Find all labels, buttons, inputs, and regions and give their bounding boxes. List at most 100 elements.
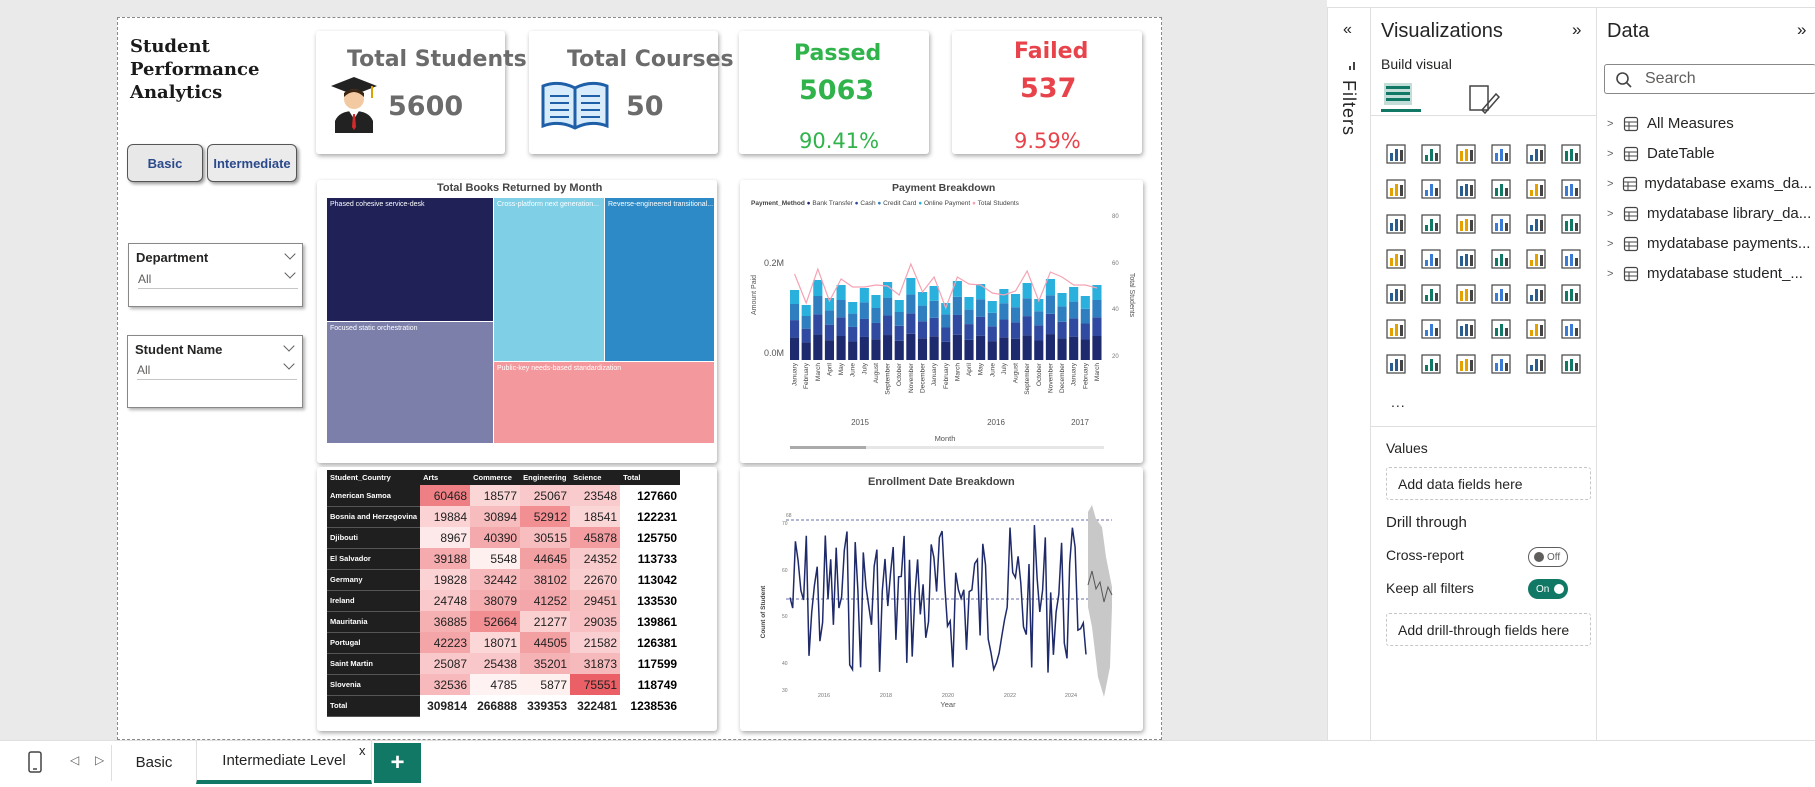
bar-segment[interactable] — [813, 280, 823, 296]
enrollment-chart[interactable]: Count of Student 70 60 50 40 30 68 2016 … — [740, 467, 1143, 731]
bar-segment[interactable] — [941, 314, 951, 328]
bar-segment[interactable] — [906, 278, 916, 295]
bar-segment[interactable] — [952, 296, 962, 315]
department-slicer[interactable]: Department All — [128, 243, 303, 307]
chevron-right-icon[interactable]: > — [1607, 117, 1614, 130]
visual-type-icon[interactable] — [1418, 211, 1444, 237]
bar-segment[interactable] — [941, 341, 951, 360]
bar-segment[interactable] — [894, 300, 904, 312]
next-page-icon[interactable]: ▷ — [95, 753, 105, 767]
bar-segment[interactable] — [883, 297, 893, 316]
visual-type-icon[interactable] — [1488, 141, 1514, 167]
bar-segment[interactable] — [801, 305, 811, 316]
bar-segment[interactable] — [1034, 325, 1044, 341]
bar-segment[interactable] — [1034, 299, 1044, 312]
format-visual-tab[interactable] — [1468, 84, 1501, 119]
bar-segment[interactable] — [941, 327, 951, 342]
visual-type-icon[interactable] — [1558, 246, 1584, 272]
bar-segment[interactable] — [813, 334, 823, 360]
bar-segment[interactable] — [871, 339, 881, 360]
bar-segment[interactable] — [883, 282, 893, 298]
collapse-left-icon[interactable]: « — [1343, 21, 1352, 38]
visual-type-icon[interactable] — [1523, 141, 1549, 167]
matrix-header[interactable]: Commerce — [470, 470, 521, 485]
bar-segment[interactable] — [1034, 340, 1044, 360]
more-visuals-icon[interactable]: ... — [1391, 394, 1406, 410]
bar-segment[interactable] — [952, 314, 962, 335]
visual-type-icon[interactable] — [1488, 211, 1514, 237]
bar-segment[interactable] — [987, 341, 997, 360]
visual-type-icon[interactable] — [1383, 211, 1409, 237]
data-table-item[interactable]: > mydatabase exams_da... — [1607, 175, 1812, 192]
visual-type-icon[interactable] — [1383, 141, 1409, 167]
treemap-tile[interactable]: Cross-platform next generation... — [494, 198, 604, 361]
bar-segment[interactable] — [894, 340, 904, 360]
student-name-slicer-value[interactable]: All — [137, 363, 151, 377]
drill-through-drop-zone[interactable]: Add drill-through fields here — [1386, 613, 1591, 646]
bar-segment[interactable] — [824, 324, 835, 341]
bar-segment[interactable] — [801, 342, 811, 360]
bar-segment[interactable] — [917, 321, 928, 339]
table-row[interactable]: Slovenia 32536 4785 5877 75551 118749 — [327, 674, 680, 696]
visual-type-icon[interactable] — [1523, 246, 1549, 272]
chevron-down-icon[interactable] — [283, 358, 295, 370]
visual-type-icon[interactable] — [1488, 281, 1514, 307]
bar-segment[interactable] — [836, 317, 846, 336]
keep-filters-toggle[interactable]: On — [1528, 579, 1568, 599]
bar-segment[interactable] — [1069, 287, 1079, 302]
treemap-tile[interactable]: Reverse-engineered transitional... — [605, 198, 714, 361]
visual-type-icon[interactable] — [1383, 351, 1409, 377]
bar-segment[interactable] — [976, 299, 986, 317]
bar-segment[interactable] — [790, 304, 800, 321]
visual-type-icon[interactable] — [1558, 176, 1584, 202]
visual-type-icon[interactable] — [1453, 316, 1479, 342]
search-box[interactable]: Search — [1604, 64, 1815, 94]
bar-segment[interactable] — [1022, 316, 1032, 336]
table-row[interactable]: Germany 19828 32442 38102 22670 113042 — [327, 569, 680, 591]
bar-segment[interactable] — [987, 301, 997, 313]
visual-type-icon[interactable] — [1453, 281, 1479, 307]
bar-segment[interactable] — [813, 314, 823, 335]
table-row[interactable]: El Salvador 39188 5548 44645 24352 113733 — [327, 548, 680, 570]
bar-segment[interactable] — [1092, 336, 1102, 360]
visual-type-icon[interactable] — [1488, 176, 1514, 202]
bar-segment[interactable] — [952, 334, 962, 360]
bar-segment[interactable] — [1092, 300, 1102, 318]
bar-segment[interactable] — [848, 302, 858, 314]
department-slicer-value[interactable]: All — [138, 272, 152, 286]
bar-segment[interactable] — [999, 337, 1009, 360]
table-row[interactable]: Bosnia and Herzegovina 19884 30894 52912 185… — [327, 506, 680, 528]
values-drop-zone[interactable]: Add data fields here — [1386, 467, 1591, 500]
bar-segment[interactable] — [1069, 318, 1079, 337]
bar-segment[interactable] — [917, 292, 928, 306]
bar-segment[interactable] — [801, 328, 811, 343]
bar-segment[interactable] — [859, 288, 869, 303]
table-row[interactable]: Djibouti 8967 40390 30515 45878 125750 — [327, 527, 680, 549]
visual-type-icon[interactable] — [1558, 211, 1584, 237]
visual-type-icon[interactable] — [1558, 316, 1584, 342]
bar-segment[interactable] — [813, 296, 823, 315]
bar-segment[interactable] — [987, 326, 997, 342]
matrix-header[interactable]: Student_Country — [327, 470, 421, 485]
bar-segment[interactable] — [929, 317, 939, 337]
visual-type-icon[interactable] — [1383, 246, 1409, 272]
data-table-item[interactable]: > All Measures — [1607, 115, 1812, 132]
bar-segment[interactable] — [883, 335, 893, 360]
bar-segment[interactable] — [824, 298, 835, 311]
student-name-slicer[interactable]: Student Name All — [127, 335, 303, 408]
matrix-header[interactable]: Total — [620, 470, 681, 485]
visual-type-icon[interactable] — [1453, 141, 1479, 167]
bar-segment[interactable] — [836, 300, 846, 318]
bar-segment[interactable] — [917, 338, 928, 360]
chevron-right-icon[interactable]: > — [1607, 237, 1614, 250]
prev-page-icon[interactable]: ◁ — [70, 753, 80, 767]
bar-segment[interactable] — [1057, 293, 1067, 307]
chevron-right-icon[interactable]: > — [1607, 147, 1614, 160]
tab-basic[interactable]: Basic — [112, 741, 196, 784]
visual-type-icon[interactable] — [1418, 141, 1444, 167]
table-row[interactable]: Mauritania 36885 52664 21277 29035 139861 — [327, 611, 680, 633]
visual-type-icon[interactable] — [1558, 351, 1584, 377]
bar-segment[interactable] — [999, 289, 1009, 304]
bar-segment[interactable] — [1010, 338, 1021, 360]
bar-segment[interactable] — [976, 316, 986, 336]
